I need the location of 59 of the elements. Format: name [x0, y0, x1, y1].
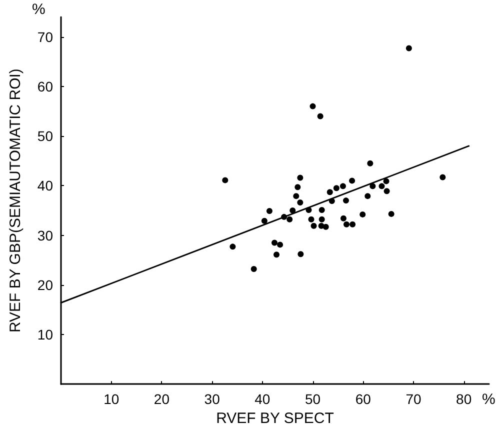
point	[326, 189, 333, 196]
point	[294, 184, 301, 190]
y-tick-label: 30	[37, 227, 54, 244]
x-tick-label: 50	[304, 391, 321, 408]
point	[349, 178, 356, 184]
point	[333, 185, 340, 192]
y-tick-label: 60	[37, 78, 54, 94]
point	[310, 222, 317, 229]
point	[344, 221, 350, 228]
x-tick-label: 40	[254, 391, 270, 408]
x-tick-label: 80	[456, 391, 472, 408]
y-tick-label: 50	[37, 128, 54, 144]
point	[230, 244, 236, 250]
point	[364, 193, 371, 200]
x-tick-label: 70	[406, 391, 422, 408]
x-tick-label: 30	[204, 391, 220, 408]
point	[370, 183, 376, 190]
point	[222, 177, 228, 184]
x-tick-label: 20	[154, 391, 170, 408]
point	[274, 252, 280, 258]
point	[261, 218, 268, 224]
point	[318, 206, 325, 213]
point	[310, 103, 316, 110]
y-tick-label: 70	[37, 28, 54, 45]
point	[308, 216, 314, 222]
y-axis-title: RVEF BY GBP(SEMIAUTOMATIC ROI)	[7, 68, 24, 333]
point	[343, 198, 349, 204]
point	[350, 221, 356, 228]
point	[286, 216, 293, 222]
point	[340, 183, 346, 190]
y-tick-label: 10	[37, 326, 54, 342]
point	[266, 208, 272, 214]
point	[322, 224, 329, 230]
point	[378, 183, 385, 190]
point	[388, 210, 394, 217]
point	[360, 211, 366, 218]
point	[340, 215, 346, 222]
point	[383, 178, 390, 184]
x-tick-label: 60	[355, 391, 372, 408]
point	[317, 113, 324, 120]
point	[293, 193, 300, 200]
point	[297, 200, 304, 206]
point	[367, 160, 374, 166]
point	[318, 216, 325, 222]
x-axis-title: RVEF BY SPECT	[216, 410, 334, 427]
x-tick-label: 10	[104, 391, 120, 408]
point	[406, 45, 412, 52]
y-tick-label: 40	[37, 178, 54, 194]
text: %	[32, 1, 46, 18]
point	[277, 242, 284, 248]
point	[297, 174, 304, 181]
point	[250, 266, 257, 272]
text: %	[482, 391, 496, 408]
point	[384, 188, 390, 194]
point	[440, 174, 446, 180]
point	[298, 251, 304, 258]
point	[290, 207, 296, 214]
point	[272, 240, 278, 246]
y-tick-label: 20	[37, 276, 54, 293]
